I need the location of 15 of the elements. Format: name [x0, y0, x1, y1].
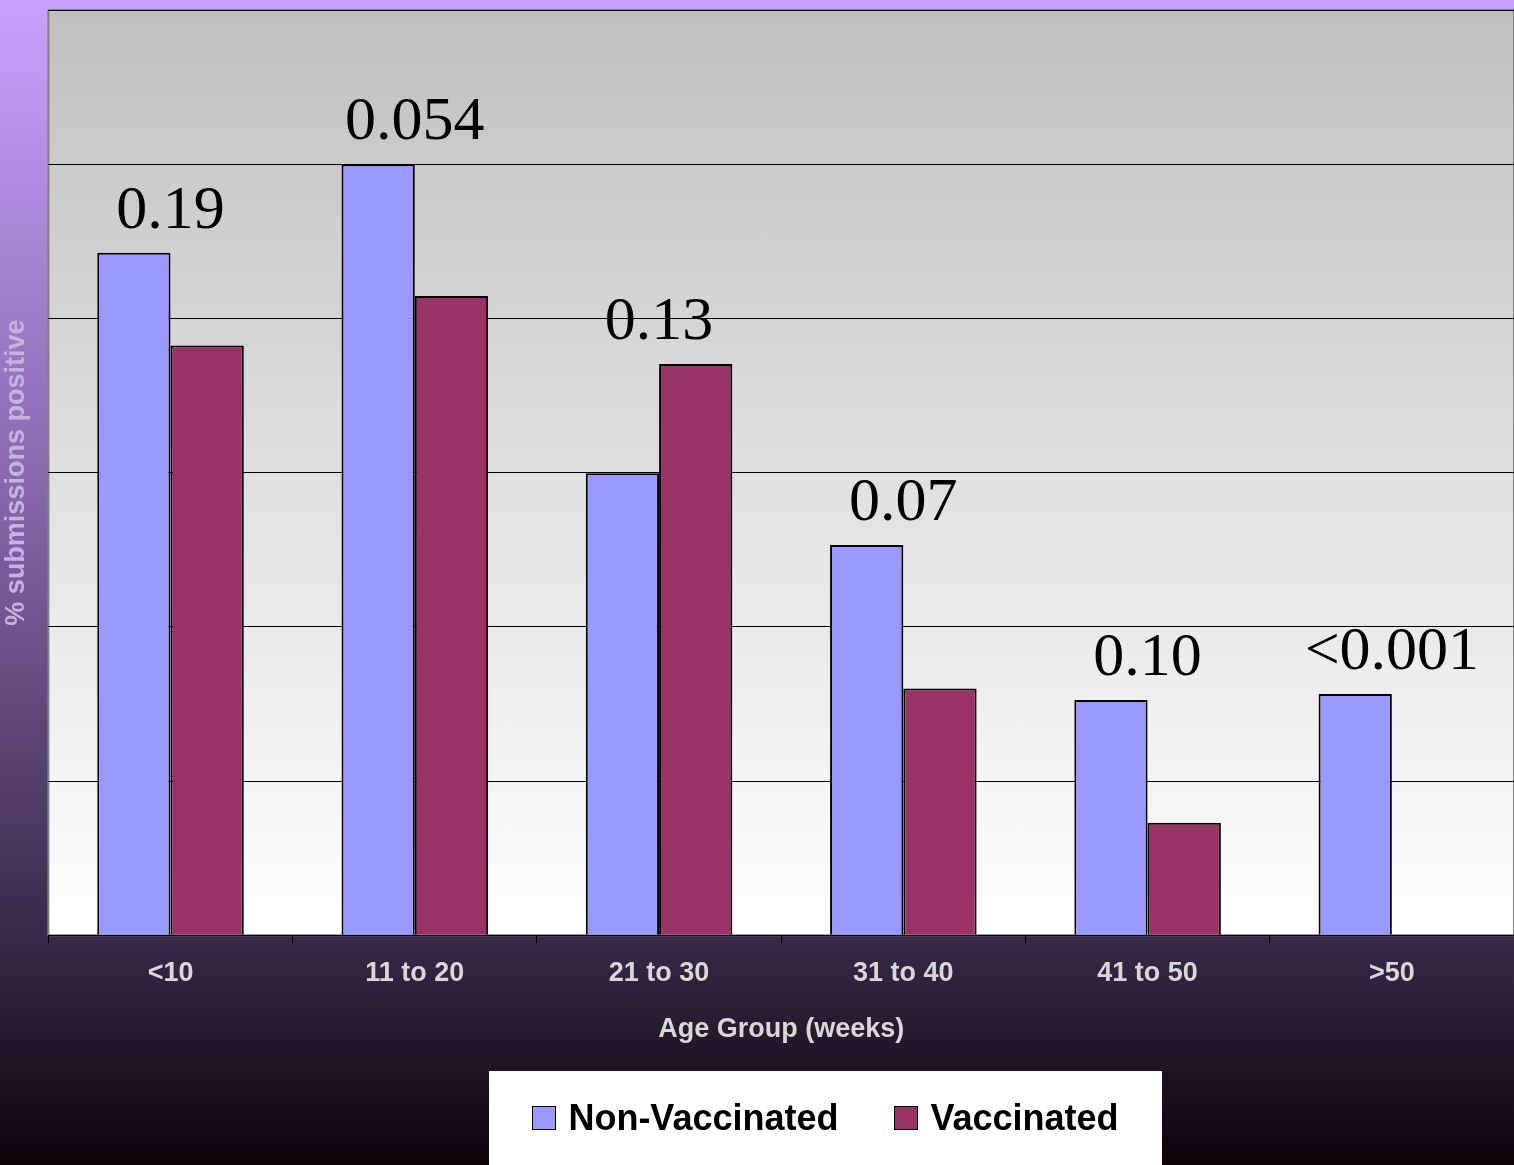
y-axis-title: % submissions positive	[0, 319, 30, 626]
x-tick-label: >50	[1368, 956, 1415, 987]
x-axis-title: Age Group (weeks)	[658, 1013, 905, 1044]
legend-label: Non-Vaccinated	[568, 1097, 839, 1139]
x-tick-label: 21 to 30	[608, 956, 710, 987]
x-tick-label: 41 to 50	[1097, 956, 1198, 987]
annotation: <0.001	[1304, 614, 1480, 683]
annotation: 0.19	[116, 173, 225, 242]
x-tick-label: <10	[147, 956, 194, 987]
text: 0.054	[345, 84, 485, 153]
x-tick-label: 31 to 40	[853, 956, 954, 987]
annotation: 0.10	[1093, 620, 1202, 689]
x-tick-label: 11 to 20	[365, 956, 465, 987]
legend-label: Vaccinated	[930, 1097, 1119, 1139]
annotation: 0.07	[849, 465, 958, 534]
